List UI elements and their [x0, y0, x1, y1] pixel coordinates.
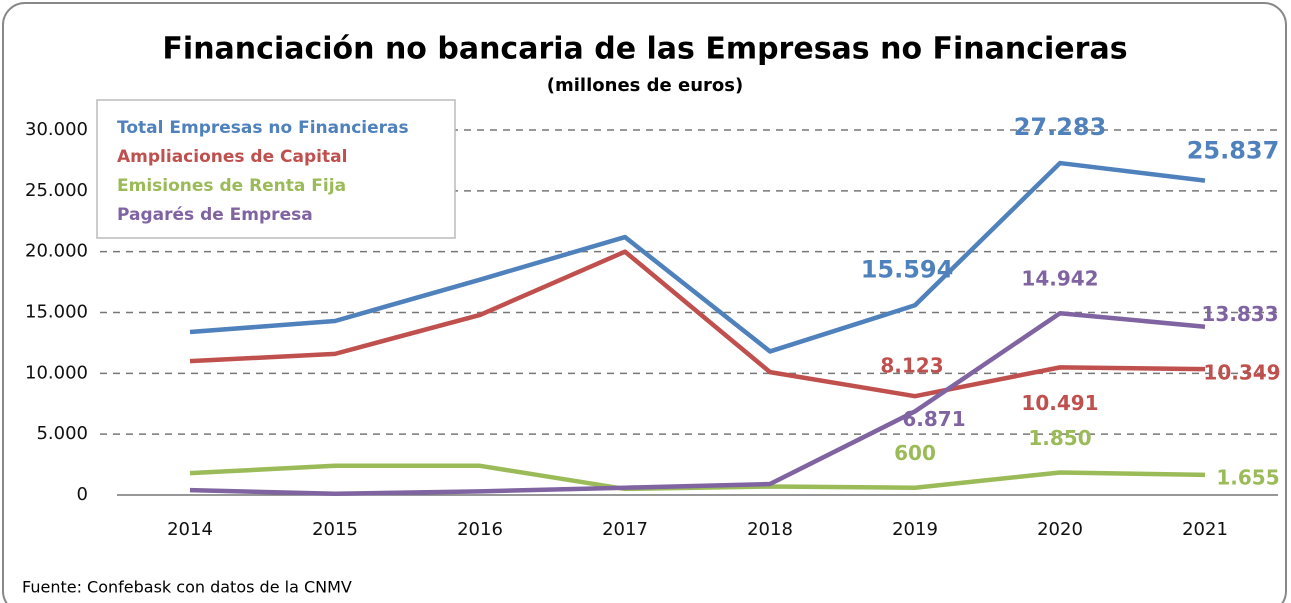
- data-label: 1.655: [1216, 465, 1279, 489]
- x-tick-label: 2017: [602, 519, 648, 540]
- x-tick-label: 2018: [747, 519, 793, 540]
- x-tick-label: 2016: [457, 519, 503, 540]
- legend-entry: Total Empresas no Financieras: [117, 118, 409, 138]
- y-tick-label: 15.000: [25, 302, 88, 323]
- data-label: 13.833: [1201, 302, 1278, 326]
- chart-title: Financiación no bancaria de las Empresas…: [162, 32, 1127, 67]
- x-tick-label: 2019: [892, 519, 938, 540]
- x-tick-label: 2014: [167, 519, 213, 540]
- data-label: 14.942: [1021, 267, 1098, 291]
- series-line: [189, 160, 1206, 354]
- data-label: 600: [894, 441, 936, 465]
- labels: 15.594 27.283 25.837 Total Empresas no Fina…: [117, 113, 1281, 489]
- legend-entry: Emisiones de Renta Fija: [117, 176, 346, 196]
- series-line: [189, 310, 1206, 497]
- legend-entry: Pagarés de Empresa: [117, 205, 313, 225]
- legend: [96, 99, 456, 239]
- series-line: [189, 249, 1206, 399]
- y-tick-label: 10.000: [25, 362, 88, 383]
- y-tick-label: 25.000: [25, 180, 88, 201]
- data-label: 15.594: [861, 255, 954, 283]
- lines: [189, 160, 1206, 497]
- data-label: 25.837: [1187, 137, 1280, 165]
- y-tick-label: 30.000: [25, 119, 88, 140]
- x-tick-label: 2015: [312, 519, 358, 540]
- y-tick-label: 5.000: [36, 423, 88, 444]
- y-tick-label: 20.000: [25, 241, 88, 262]
- data-label: 27.283: [1014, 113, 1107, 141]
- data-label: 8.123: [880, 354, 943, 378]
- source-note: Fuente: Confebask con datos de la CNMV: [22, 578, 352, 597]
- data-label: 10.491: [1021, 391, 1098, 415]
- legend-entry: Ampliaciones de Capital: [117, 147, 347, 167]
- chart-subtitle: (millones de euros): [547, 75, 743, 96]
- y-tick-label: 0: [77, 484, 88, 505]
- x-tick-label: 2020: [1037, 519, 1083, 540]
- data-label: 6.871: [902, 407, 965, 431]
- data-label: 1.850: [1028, 426, 1091, 450]
- data-label: 10.349: [1203, 361, 1280, 385]
- x-tick-label: 2021: [1182, 519, 1228, 540]
